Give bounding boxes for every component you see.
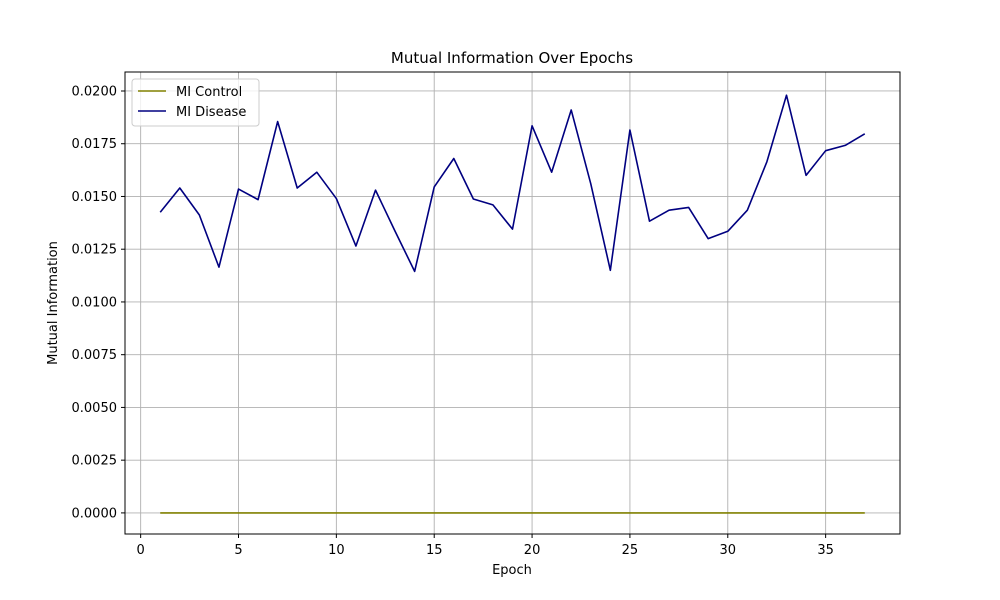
plot-frame [124,71,901,535]
x-tick-label: 25 [622,543,639,558]
x-tick-label: 30 [720,543,737,558]
y-tick-label: 0.0125 [72,243,118,258]
y-tick-label: 0.0025 [72,454,118,469]
x-axis-title: Epoch [492,563,532,578]
x-tick-label: 15 [426,543,443,558]
legend-label-mi-control: MI Control [176,85,242,100]
legend-label-mi-disease: MI Disease [176,105,246,120]
y-tick-label: 0.0175 [72,137,118,152]
x-tick-label: 10 [328,543,345,558]
x-tick-label: 5 [234,543,242,558]
y-tick-label: 0.0000 [72,506,118,521]
y-axis: 0.0000 0.0025 0.0050 0.0075 0.0100 0.0125 0.01… [72,84,125,521]
x-tick-label: 20 [524,543,541,558]
x-tick-label: 35 [817,543,834,558]
series-line-mi-disease [159,94,866,273]
x-tick-label: 0 [137,543,145,558]
y-tick-label: 0.0075 [72,348,118,363]
chart-title: Mutual Information Over Epochs [391,49,633,67]
legend: MI Control MI Disease [131,78,260,127]
y-tick-label: 0.0150 [72,190,118,205]
series-layer [159,94,866,514]
y-tick-label: 0.0050 [72,401,118,416]
x-axis: 0 5 10 15 20 25 30 35 [137,534,834,558]
y-tick-label: 0.0100 [72,295,118,310]
y-axis-title: Mutual Information [46,241,61,365]
y-tick-label: 0.0200 [72,84,118,99]
